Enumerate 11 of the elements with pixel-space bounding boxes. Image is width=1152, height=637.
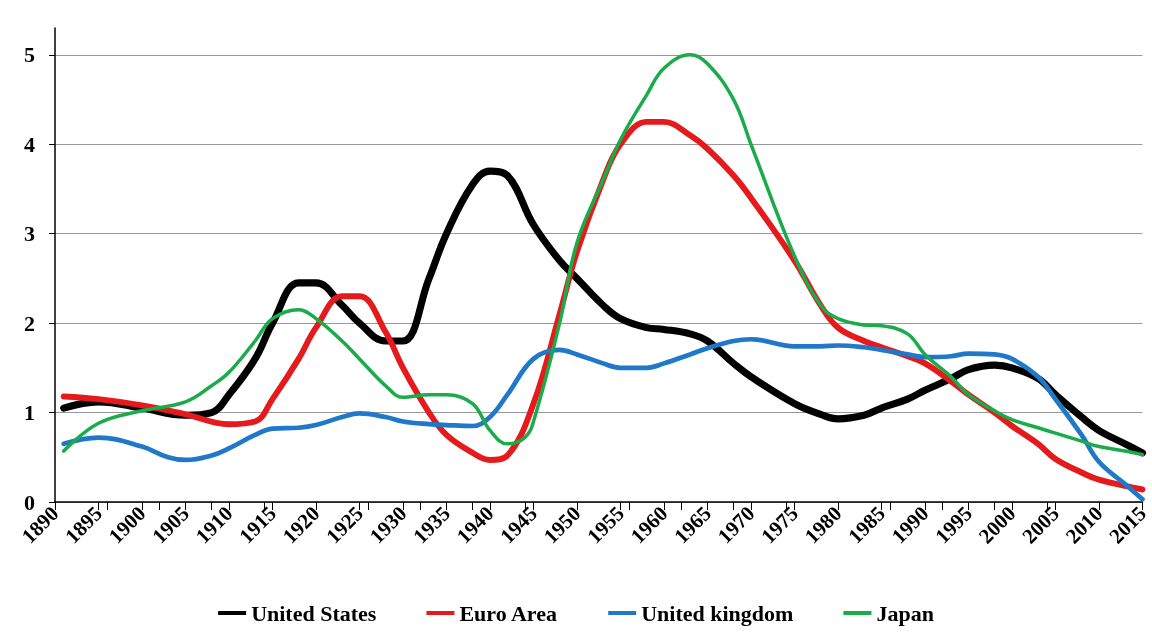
legend-label: Japan [876,600,934,626]
line-series [61,336,1145,502]
y-tick-label: 3 [24,221,35,247]
y-tick-label: 4 [24,131,35,157]
legend-label: Euro Area [459,600,557,626]
legend-label: United kingdom [641,600,794,626]
y-tick-label: 1 [24,400,35,426]
line-series [61,53,1145,457]
legend-label: United States [251,600,377,626]
y-tick-label: 5 [24,42,35,68]
y-tick-label: 2 [24,310,35,336]
